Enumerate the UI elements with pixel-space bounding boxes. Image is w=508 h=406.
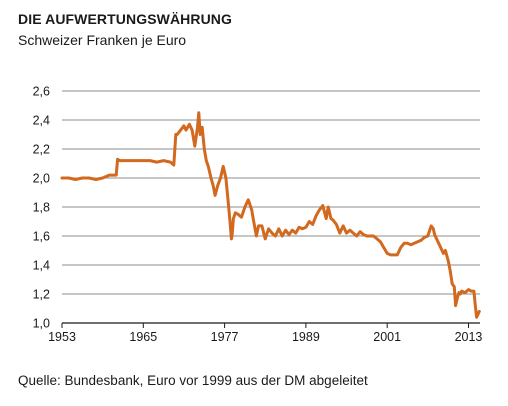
chart-title: DIE AUFWERTUNGSWÄHRUNG (18, 11, 232, 27)
x-tick-label: 2001 (373, 330, 401, 344)
y-tick-label: 2,6 (33, 85, 50, 99)
series-group (60, 111, 481, 319)
x-tick-label: 2013 (455, 330, 483, 344)
chart-source: Quelle: Bundesbank, Euro vor 1999 aus de… (18, 373, 368, 388)
chart-subtitle: Schweizer Franken je Euro (18, 32, 187, 48)
x-tick-label: 1953 (48, 330, 76, 344)
tick-labels: 1,0 1,2 1,4 1,6 1,8 2,0 2,2 2,4 2,6 1953 1965 1977 1… (33, 85, 483, 345)
y-tick-label: 1,0 (33, 317, 50, 331)
axis-group (61, 322, 480, 328)
y-tick-label: 2,4 (33, 114, 50, 128)
x-tick-label: 1989 (292, 330, 320, 344)
y-tick-label: 1,4 (33, 259, 50, 273)
grid-lines (62, 90, 480, 295)
y-tick-label: 1,6 (33, 230, 50, 244)
y-tick-label: 2,2 (33, 143, 50, 157)
x-tick-label: 1965 (129, 330, 157, 344)
x-tick-label: 1977 (211, 330, 239, 344)
series-line-chf-eur (60, 111, 481, 319)
y-tick-label: 2,0 (33, 172, 50, 186)
y-tick-label: 1,8 (33, 201, 50, 215)
y-tick-label: 1,2 (33, 288, 50, 302)
